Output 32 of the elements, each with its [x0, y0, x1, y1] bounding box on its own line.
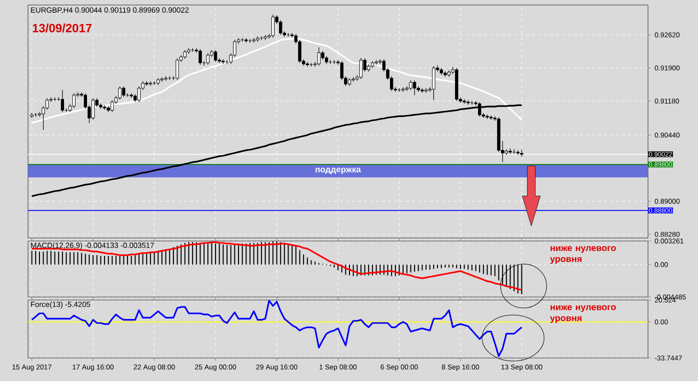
- candlestick: [160, 76, 164, 82]
- candlestick: [176, 58, 179, 80]
- candlestick: [432, 66, 436, 100]
- candlestick: [412, 80, 416, 96]
- candlestick: [340, 60, 344, 80]
- candlestick: [91, 98, 95, 120]
- candlestick: [298, 40, 302, 64]
- candlestick: [38, 112, 42, 117]
- candlestick: [148, 80, 152, 86]
- candlestick: [72, 92, 76, 108]
- annotation: 13/09/2017: [32, 24, 92, 32]
- candlestick: [122, 86, 126, 98]
- band-label: поддержка: [316, 168, 361, 174]
- text: ниже нулевого уровня: [550, 246, 616, 264]
- candlestick: [137, 86, 141, 102]
- candlestick: [409, 80, 412, 90]
- candlestick: [60, 90, 64, 112]
- candlestick: [512, 149, 516, 154]
- candlestick: [118, 86, 122, 100]
- candlestick: [424, 88, 428, 94]
- candlestick: [46, 98, 49, 110]
- candlestick: [359, 58, 363, 80]
- candlestick: [198, 48, 202, 66]
- candlestick: [401, 86, 405, 92]
- candlestick: [190, 48, 194, 52]
- candlestick: [317, 46, 320, 66]
- candlestick: [279, 20, 282, 36]
- candlestick: [102, 104, 106, 110]
- candlestick: [214, 50, 218, 62]
- text: ниже нулевого уровня: [550, 305, 616, 323]
- candlestick: [206, 52, 210, 66]
- candlestick: [110, 100, 114, 112]
